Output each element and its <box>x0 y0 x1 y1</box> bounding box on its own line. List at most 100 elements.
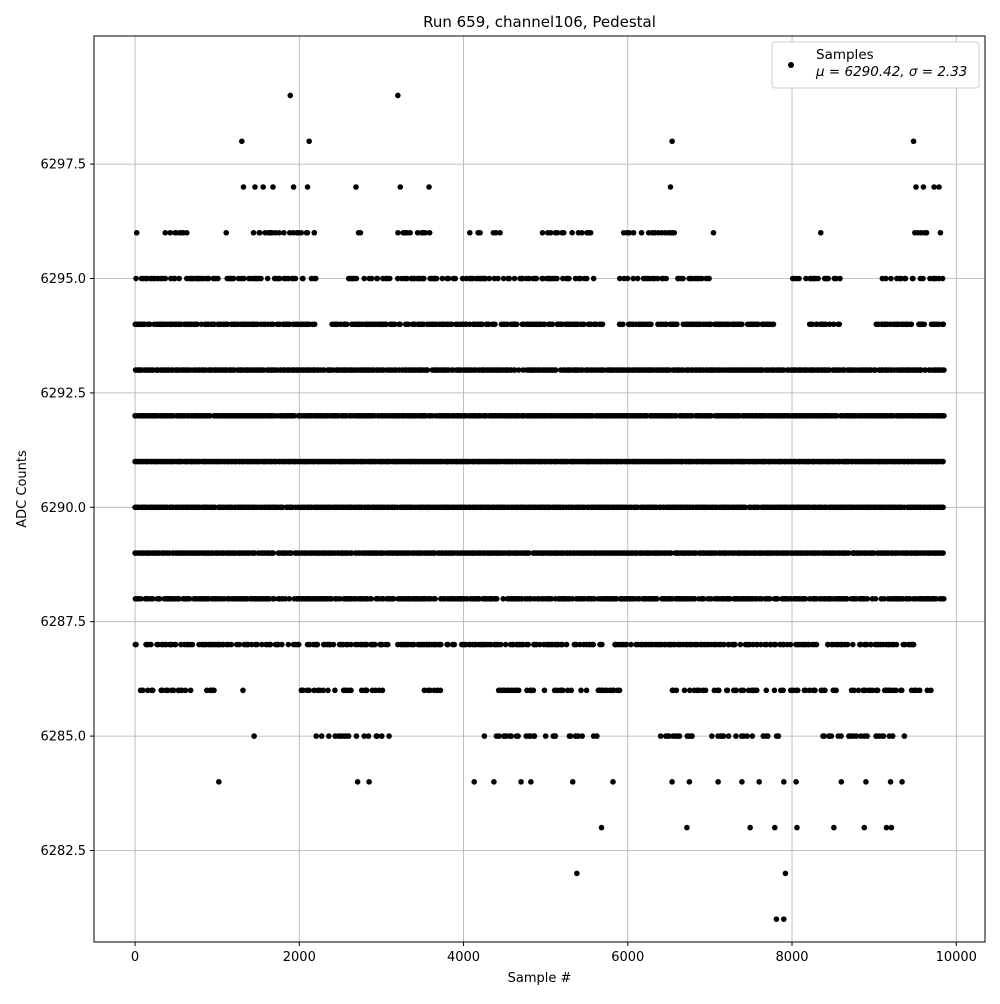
x-axis-ticks: 0 2000 4000 6000 8000 10000 <box>131 942 977 965</box>
sample-point <box>837 275 843 282</box>
sample-point <box>140 687 146 694</box>
sample-point <box>385 641 391 648</box>
sample-point <box>888 824 895 831</box>
sample-point <box>167 229 173 236</box>
sample-point <box>498 641 504 648</box>
sample-point <box>170 687 177 694</box>
sample-point <box>348 641 354 648</box>
sample-point <box>276 229 283 236</box>
sample-point <box>437 687 444 694</box>
sample-point <box>569 229 575 236</box>
sample-point <box>383 321 390 328</box>
sample-point <box>577 275 584 282</box>
legend: Samples μ = 6290.42, σ = 2.33 <box>771 41 980 89</box>
sample-point <box>395 229 401 236</box>
sample-point <box>794 687 801 694</box>
sample-point <box>887 779 894 785</box>
sample-point <box>445 275 452 282</box>
sample-point <box>851 687 857 694</box>
sample-point <box>668 550 674 556</box>
sample-point <box>781 916 787 922</box>
sample-point <box>794 824 800 831</box>
sample-point <box>215 275 221 282</box>
sample-point <box>574 870 580 877</box>
sample-point <box>888 275 894 282</box>
sample-point <box>285 641 292 648</box>
sample-point <box>916 687 923 694</box>
y-tick-label: 6297.5 <box>41 158 87 173</box>
sample-point <box>772 641 779 648</box>
sample-point <box>780 687 787 694</box>
sample-point <box>657 733 664 739</box>
sample-point <box>328 596 335 602</box>
sample-point <box>270 550 277 556</box>
sample-point <box>830 321 837 328</box>
sample-point <box>767 596 773 602</box>
sample-point <box>554 229 561 236</box>
sample-point <box>241 275 247 282</box>
sample-point <box>314 641 321 648</box>
sample-point <box>941 412 947 419</box>
sample-point <box>844 596 850 602</box>
y-tick-label: 6295.0 <box>41 272 87 287</box>
sample-point <box>673 687 680 694</box>
sample-point <box>366 779 372 785</box>
sample-point <box>720 733 727 739</box>
sample-point <box>313 733 320 739</box>
sample-point <box>721 641 727 648</box>
sample-point <box>899 779 905 785</box>
sample-point <box>216 779 222 785</box>
sample-point <box>528 779 534 785</box>
sample-point <box>394 275 401 282</box>
sample-point <box>575 733 581 739</box>
sample-point <box>559 641 566 648</box>
sample-point <box>691 596 698 602</box>
sample-point <box>700 596 707 602</box>
sample-point <box>374 275 381 282</box>
sample-point <box>709 733 715 739</box>
sample-point <box>354 779 361 785</box>
sample-point <box>833 687 839 694</box>
sample-point <box>182 687 189 694</box>
legend-box <box>771 41 980 89</box>
sample-point <box>149 596 156 602</box>
sample-point <box>663 275 669 282</box>
sample-point <box>910 641 917 648</box>
sample-point <box>479 321 485 328</box>
sample-point <box>757 641 764 648</box>
sample-point <box>515 367 522 373</box>
sample-point <box>254 641 260 648</box>
sample-point <box>133 641 139 648</box>
sample-point <box>822 687 828 694</box>
sample-point <box>845 550 852 556</box>
sample-point <box>438 641 444 648</box>
data-points <box>132 92 947 922</box>
y-tick-label: 6292.5 <box>41 386 87 401</box>
sample-point <box>506 275 513 282</box>
sample-point <box>482 275 489 282</box>
sample-point <box>502 641 509 648</box>
sample-point <box>901 733 908 739</box>
sample-point <box>802 596 809 602</box>
sample-point <box>492 321 498 328</box>
sample-point <box>318 733 325 739</box>
sample-point <box>782 870 789 877</box>
sample-point <box>940 504 946 511</box>
sample-point <box>781 779 787 785</box>
sample-point <box>861 824 868 831</box>
sample-point <box>591 596 598 602</box>
sample-point <box>386 275 393 282</box>
sample-point <box>267 641 274 648</box>
sample-point <box>648 321 654 328</box>
sample-point <box>939 275 946 282</box>
sample-point <box>439 275 446 282</box>
sample-point <box>281 229 287 236</box>
sample-point <box>270 321 276 328</box>
sample-point <box>921 321 928 328</box>
sample-point <box>676 733 683 739</box>
sample-point <box>740 687 747 694</box>
sample-point <box>684 824 690 831</box>
y-tick-label: 6282.5 <box>41 844 87 859</box>
sample-point <box>812 687 818 694</box>
sample-point <box>724 687 731 694</box>
